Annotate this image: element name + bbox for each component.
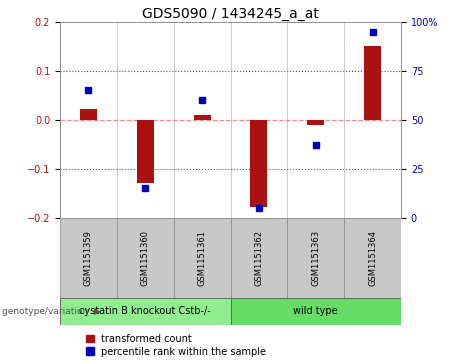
Bar xyxy=(136,120,154,184)
Text: GSM1151363: GSM1151363 xyxy=(311,230,320,286)
Text: GSM1151360: GSM1151360 xyxy=(141,230,150,286)
Text: genotype/variation  ▶: genotype/variation ▶ xyxy=(2,307,101,316)
Text: GSM1151361: GSM1151361 xyxy=(198,230,207,286)
Bar xyxy=(194,115,211,120)
Bar xyxy=(60,298,230,325)
Bar xyxy=(80,109,97,120)
Bar xyxy=(230,218,287,298)
Text: GSM1151364: GSM1151364 xyxy=(368,230,377,286)
Bar xyxy=(364,46,381,120)
Text: GSM1151359: GSM1151359 xyxy=(84,230,93,286)
Bar xyxy=(117,218,174,298)
Text: wild type: wild type xyxy=(294,306,338,316)
Legend: transformed count, percentile rank within the sample: transformed count, percentile rank withi… xyxy=(82,330,270,360)
Bar xyxy=(60,218,117,298)
Bar xyxy=(250,120,267,207)
Title: GDS5090 / 1434245_a_at: GDS5090 / 1434245_a_at xyxy=(142,7,319,21)
Bar xyxy=(307,120,324,125)
Text: cystatin B knockout Cstb-/-: cystatin B knockout Cstb-/- xyxy=(79,306,211,316)
Bar xyxy=(344,218,401,298)
Bar xyxy=(174,218,230,298)
Text: GSM1151362: GSM1151362 xyxy=(254,230,263,286)
Bar xyxy=(287,218,344,298)
Bar xyxy=(230,298,401,325)
